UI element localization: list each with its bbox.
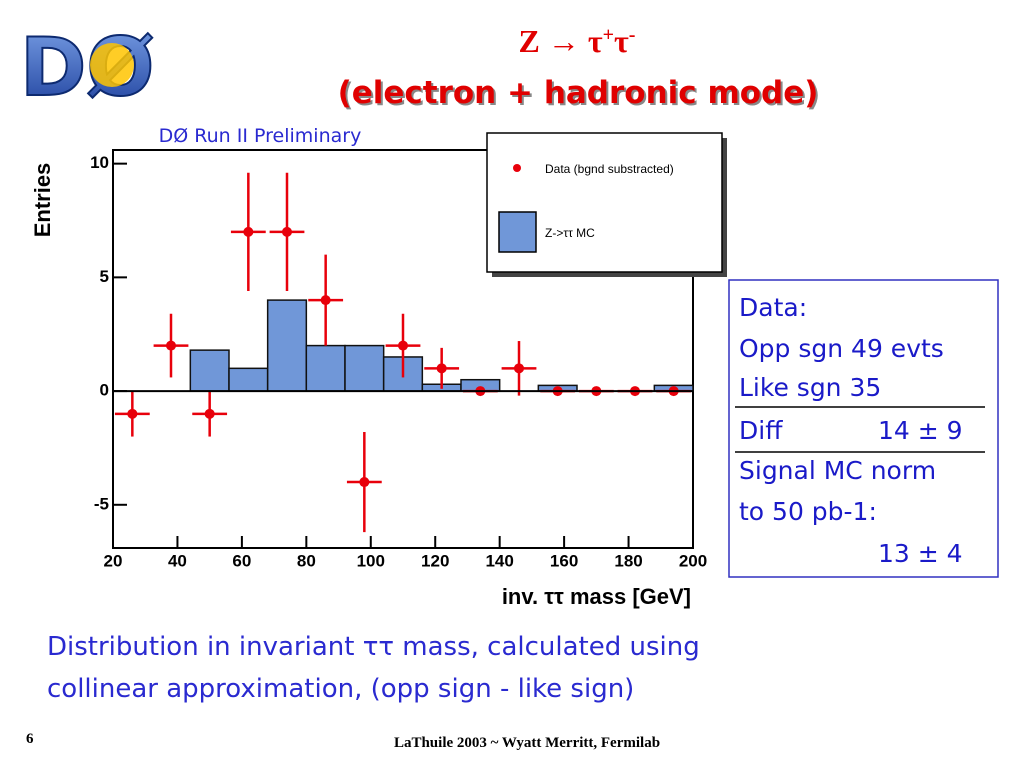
histogram-bar [344, 344, 385, 392]
data-point [282, 226, 292, 237]
legend-label: Data (bgnd substracted) [545, 162, 674, 176]
footer: LaThuile 2003 ~ Wyatt Merritt, Fermilab [394, 735, 660, 751]
data-point [166, 340, 176, 351]
data-point [359, 477, 370, 488]
info-box [728, 279, 999, 578]
info-line: 13 ± 4 [878, 539, 963, 568]
legend-marker [513, 164, 521, 172]
title-part: Z → τ [519, 23, 603, 59]
data-point [514, 363, 524, 374]
x-tick-label: 60 [232, 551, 251, 570]
x-tick-label: 160 [550, 551, 578, 570]
y-tick-label: -5 [94, 494, 109, 513]
title-part: τ [614, 23, 629, 59]
x-tick-label: 120 [421, 551, 449, 570]
legend-label: Z->ττ MC [545, 226, 595, 240]
info-line: Opp sgn 49 evts [739, 334, 944, 363]
info-line: Signal MC norm [739, 456, 936, 485]
logo-text: DØ [20, 21, 154, 114]
caption: collinear approximation, (opp sign - lik… [47, 674, 634, 704]
logo: DØ [19, 20, 155, 115]
info-line: 14 ± 9 [878, 416, 963, 445]
info-line: Data: [739, 293, 807, 322]
page-number: 6 [26, 731, 34, 747]
info-line: to 50 pb-1: [739, 497, 877, 526]
subtitle: (electron + hadronic mode) [338, 75, 819, 111]
data-point [204, 408, 215, 419]
y-tick-label: 10 [90, 153, 109, 172]
info-line: Diff [739, 416, 783, 445]
x-tick-label: 140 [485, 551, 513, 570]
x-tick-label: 80 [297, 551, 316, 570]
y-axis-label: Entries [30, 163, 55, 238]
subtitle-shadow: (electron + hadronic mode) [340, 77, 821, 113]
x-tick-label: 180 [614, 551, 642, 570]
y-tick-label: 5 [100, 267, 109, 286]
x-tick-label: 40 [168, 551, 187, 570]
caption: Distribution in invariant ττ mass, calcu… [47, 632, 700, 662]
data-point [436, 363, 447, 374]
histogram-bar [189, 349, 230, 392]
x-tick-label: 200 [679, 551, 707, 570]
title-sup: + [603, 24, 614, 46]
x-tick-label: 20 [104, 551, 123, 570]
data-point [320, 295, 331, 306]
data-point [127, 408, 138, 419]
title-sup: - [629, 24, 636, 46]
histogram-bar [266, 299, 308, 392]
slide-title: Z → τ+τ- [519, 23, 636, 59]
x-axis-label: inv. ττ mass [GeV] [502, 584, 691, 609]
legend-swatch [498, 211, 537, 253]
chart: -5 0 5 10 20 40 60 80 100 120 140 160 180 200 inv. ττ … [30, 132, 727, 609]
histogram-bar [228, 367, 269, 392]
data-point [398, 340, 408, 351]
info-line: Like sgn 35 [739, 373, 881, 402]
histogram-bar [305, 344, 346, 392]
x-tick-label: 100 [357, 551, 385, 570]
logo-burst [90, 43, 134, 87]
y-tick-label: 0 [100, 381, 109, 400]
annotation: DØ Run II Preliminary [159, 125, 362, 147]
data-point [243, 226, 254, 237]
